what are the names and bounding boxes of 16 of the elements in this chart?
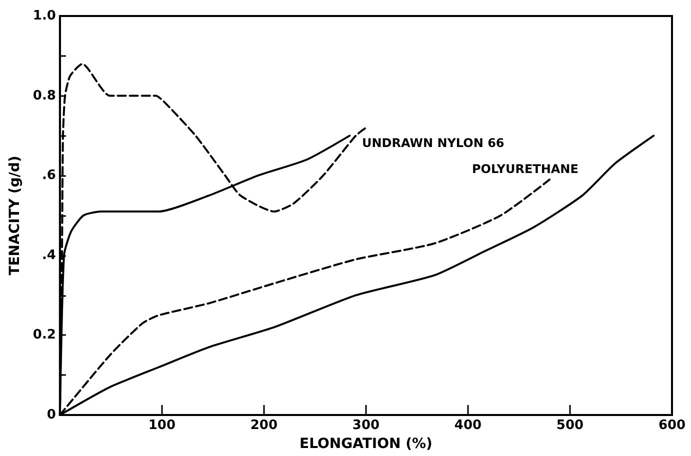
annotation: UNDRAWN NYLON 66: [362, 136, 504, 150]
y-tick-label: 0.2: [32, 328, 56, 343]
y-tick-label: .4: [42, 248, 56, 263]
x-tick-label: 600: [658, 418, 686, 433]
x-tick-label: 300: [352, 418, 380, 433]
x-tick-label: 100: [148, 418, 176, 433]
y-axis-title: TENACITY (g/d): [7, 156, 23, 276]
y-tick-label: 0.8: [32, 88, 56, 104]
y-tick-label: 0: [46, 408, 56, 422]
x-tick-label: 200: [250, 418, 278, 433]
x-tick-label: 400: [454, 418, 482, 433]
x-axis-title: ELONGATION (%): [300, 436, 432, 452]
annotation: POLYURETHANE: [472, 162, 578, 176]
y-tick-label: 1.0: [32, 8, 56, 24]
y-tick-label: .6: [42, 168, 56, 184]
x-tick-label: 500: [556, 418, 584, 433]
